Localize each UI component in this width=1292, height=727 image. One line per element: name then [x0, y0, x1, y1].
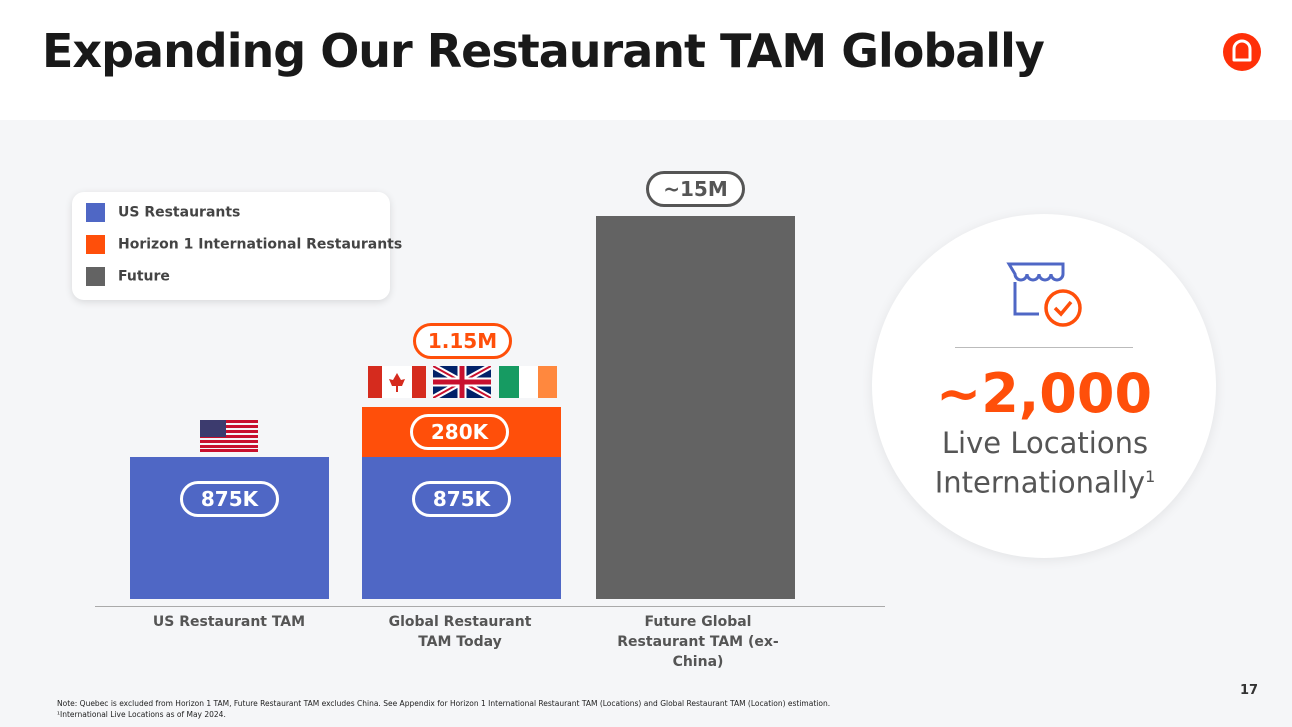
x-label: Future Global Restaurant TAM (ex-China): [617, 614, 779, 670]
legend-item: Horizon 1 International Restaurants: [86, 235, 402, 254]
x-label: Global Restaurant TAM Today: [388, 614, 532, 650]
bar-us: [130, 457, 329, 599]
legend-label: Future: [118, 268, 170, 285]
title: Expanding Our Restaurant TAM Globally: [42, 24, 1045, 78]
x-label: US Restaurant TAM: [152, 614, 306, 630]
header: [0, 0, 1292, 120]
legend-item: US Restaurants: [86, 203, 240, 222]
value-pill: 280K: [410, 414, 509, 450]
bar-future: [596, 216, 795, 599]
value-pill: 875K: [412, 481, 511, 517]
superscript: 1: [1145, 467, 1156, 486]
store-icon: [1006, 262, 1082, 327]
total-pill: 1.15M: [413, 323, 512, 359]
divider: [955, 347, 1133, 348]
footnote: Note: Quebec is excluded from Horizon 1 …: [57, 699, 831, 708]
legend-item: Future: [86, 267, 170, 286]
baseline: [95, 606, 885, 607]
flag-ie: [499, 366, 557, 398]
footnote: ¹International Live Locations as of May …: [57, 710, 226, 719]
total-pill: ~15M: [646, 171, 745, 207]
flag-us: [200, 420, 258, 452]
value-pill: 875K: [180, 481, 279, 517]
callout-circle: [872, 214, 1216, 558]
page-number: 17: [1240, 683, 1259, 698]
bar-global-us: [362, 457, 561, 599]
legend-label: US Restaurants: [118, 204, 241, 221]
logo: [1223, 33, 1261, 71]
flag-ca: [368, 366, 426, 398]
legend: US Restaurants Horizon 1 International R…: [72, 192, 402, 300]
legend-label: Horizon 1 International Restaurants: [118, 236, 403, 253]
callout-text-wrap: Live Locations Internationally1: [920, 426, 1170, 500]
flag-uk: [433, 366, 491, 398]
callout-value: ~2,000: [935, 362, 1153, 425]
callout-text: Live Locations Internationally: [934, 426, 1149, 500]
